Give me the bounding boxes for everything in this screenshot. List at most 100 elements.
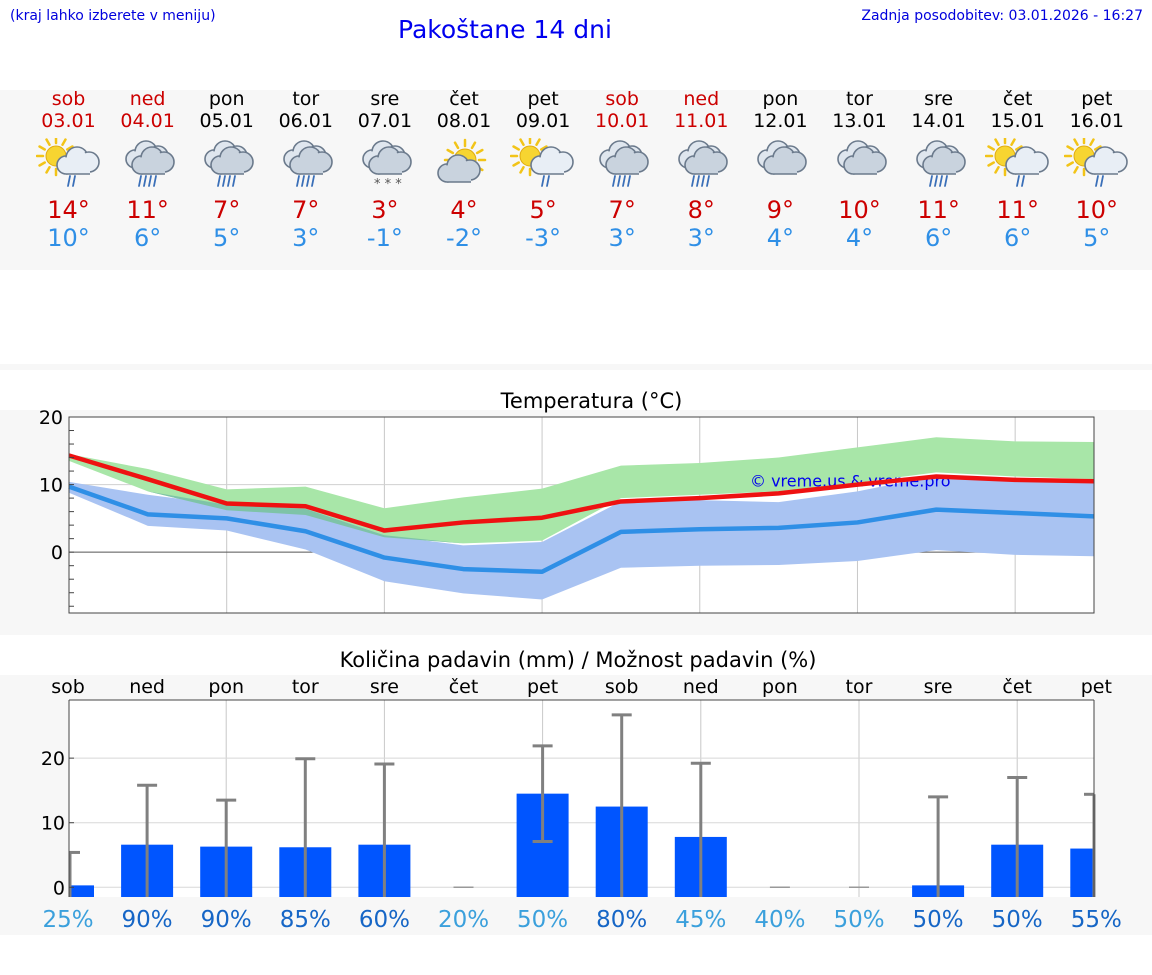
min-temp: 3° bbox=[292, 224, 320, 252]
cloud-rain-icon bbox=[915, 140, 966, 187]
day-name: pet bbox=[1081, 88, 1113, 110]
forecast-day: ned 04.01 11° 6° bbox=[108, 88, 187, 252]
page-title: Pakoštane 14 dni bbox=[398, 15, 612, 44]
precip-probability: 50% bbox=[833, 907, 884, 933]
cloud-shape bbox=[763, 146, 808, 175]
precipitation-chart: Količina padavin (mm) / Možnost padavin … bbox=[41, 648, 1122, 933]
x-tick-label: sob bbox=[605, 676, 639, 698]
forecast-day: tor 06.01 7° 3° bbox=[266, 88, 345, 252]
min-temp: 3° bbox=[687, 224, 715, 252]
cloud-rain-icon bbox=[599, 140, 649, 187]
cloud-shape bbox=[368, 146, 412, 175]
max-temp: 4° bbox=[450, 196, 478, 224]
precip-probability: 80% bbox=[596, 907, 647, 933]
forecast-day: pet 09.01 5° -3° bbox=[504, 88, 583, 252]
precip-probability: 50% bbox=[913, 907, 964, 933]
cloud-shape bbox=[842, 146, 887, 175]
min-temp: 10° bbox=[47, 224, 90, 252]
y-tick-label: 20 bbox=[39, 407, 63, 429]
sun-cloud-rain-icon bbox=[984, 138, 1049, 187]
day-name: sre bbox=[924, 88, 954, 110]
precip-probability: 45% bbox=[675, 907, 726, 933]
min-temp: 4° bbox=[766, 224, 795, 252]
cloud-rain-icon bbox=[203, 140, 254, 187]
x-tick-label: čet bbox=[449, 676, 479, 698]
max-temp: 5° bbox=[529, 196, 557, 224]
forecast-day: pet 16.01 10° 5° bbox=[1057, 88, 1136, 252]
precip-probability: 50% bbox=[992, 907, 1043, 933]
x-tick-label: tor bbox=[846, 676, 873, 698]
max-temp: 8° bbox=[687, 196, 715, 224]
rain-drops bbox=[928, 175, 948, 187]
rain-drops bbox=[216, 175, 236, 187]
min-temp: -1° bbox=[366, 224, 403, 252]
y-tick-label: 20 bbox=[41, 748, 65, 770]
cloud-rain-icon bbox=[678, 140, 729, 187]
rain-drops bbox=[295, 175, 315, 187]
precip-probability: 50% bbox=[517, 907, 568, 933]
cloud-snow-icon: * * * bbox=[362, 140, 412, 192]
min-temp: 6° bbox=[133, 224, 162, 252]
cloud-shape bbox=[209, 146, 254, 175]
min-temp: 5° bbox=[213, 224, 241, 252]
cloud-rain-icon bbox=[124, 140, 175, 187]
day-date: 10.01 bbox=[594, 110, 650, 132]
min-temp: 3° bbox=[608, 224, 636, 252]
max-temp: 7° bbox=[608, 196, 636, 224]
day-name: pet bbox=[527, 88, 559, 110]
min-temp-line bbox=[68, 484, 1095, 575]
chart-title: Temperatura (°C) bbox=[500, 389, 683, 413]
day-date: 12.01 bbox=[753, 110, 808, 132]
y-tick-label: 0 bbox=[51, 542, 63, 564]
precip-probability: 55% bbox=[1071, 907, 1122, 933]
day-date: 05.01 bbox=[199, 110, 254, 132]
day-name: tor bbox=[846, 88, 873, 110]
min-temp: 5° bbox=[1083, 224, 1111, 252]
cloud-shape bbox=[1004, 146, 1049, 175]
max-temp: 3° bbox=[371, 196, 399, 224]
forecast-day: sre 14.01 11° 6° bbox=[899, 88, 978, 252]
cloud-shape bbox=[684, 146, 729, 175]
x-tick-label: pon bbox=[762, 676, 798, 698]
day-name: čet bbox=[1002, 88, 1033, 110]
cloud-shape bbox=[130, 146, 175, 175]
cloud-rain-icon bbox=[282, 140, 333, 187]
y-tick-label: 10 bbox=[39, 475, 63, 497]
precip-probability: 60% bbox=[359, 907, 410, 933]
min-range-band bbox=[69, 475, 1094, 600]
precip-bar bbox=[69, 885, 94, 897]
day-date: 07.01 bbox=[357, 110, 413, 132]
day-date: 11.01 bbox=[674, 110, 729, 132]
day-date: 14.01 bbox=[911, 110, 966, 132]
day-name: tor bbox=[292, 88, 320, 110]
x-tick-label: sob bbox=[51, 676, 85, 698]
day-name: ned bbox=[129, 88, 166, 110]
x-tick-label: ned bbox=[683, 676, 719, 698]
day-date: 13.01 bbox=[832, 110, 887, 132]
day-date: 08.01 bbox=[436, 110, 492, 132]
sun-cloud-rain-icon bbox=[1063, 138, 1128, 187]
rain-drops bbox=[1094, 175, 1104, 187]
max-temp: 11° bbox=[996, 196, 1039, 224]
separator-band bbox=[0, 364, 1152, 370]
max-temp: 11° bbox=[917, 196, 960, 224]
rain-drops bbox=[541, 175, 550, 187]
forecast-band bbox=[0, 90, 1152, 270]
x-tick-label: pet bbox=[527, 676, 558, 698]
cloud-shape bbox=[530, 146, 574, 175]
plot-frame bbox=[68, 416, 1095, 614]
chart-title: Količina padavin (mm) / Možnost padavin … bbox=[340, 648, 817, 672]
day-date: 03.01 bbox=[41, 110, 96, 132]
min-temp: -3° bbox=[525, 224, 562, 252]
location-menu-hint[interactable]: (kraj lahko izberete v meniju) bbox=[10, 8, 216, 24]
max-temp: 11° bbox=[126, 196, 169, 224]
min-temp: 6° bbox=[924, 224, 953, 252]
max-temp: 14° bbox=[47, 196, 90, 224]
forecast-day: čet 15.01 11° 6° bbox=[978, 88, 1057, 252]
min-temp: 4° bbox=[845, 224, 874, 252]
x-tick-label: pet bbox=[1081, 676, 1112, 698]
x-tick-label: tor bbox=[292, 676, 319, 698]
max-temp: 7° bbox=[292, 196, 320, 224]
sun-cloud-rain-icon bbox=[35, 138, 100, 187]
y-tick-label: 0 bbox=[53, 877, 65, 899]
